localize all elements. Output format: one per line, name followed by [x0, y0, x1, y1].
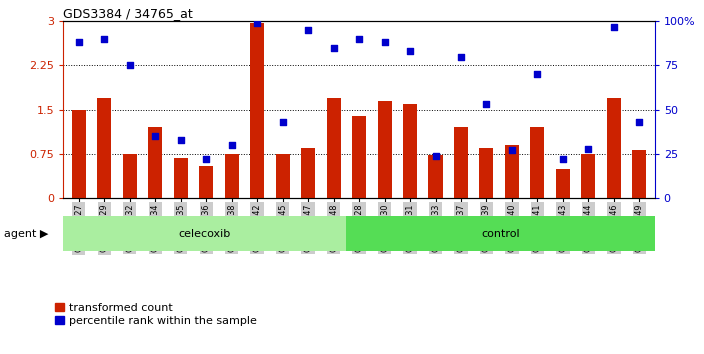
Bar: [403, 104, 417, 198]
Bar: [225, 154, 239, 198]
Bar: [199, 166, 213, 198]
Point: [124, 63, 135, 68]
Bar: [352, 116, 366, 198]
Bar: [346, 216, 655, 251]
Point: [99, 36, 110, 42]
Point: [149, 133, 161, 139]
Bar: [72, 110, 86, 198]
Point: [634, 119, 645, 125]
Point: [328, 45, 339, 51]
Point: [201, 156, 212, 162]
Bar: [327, 98, 341, 198]
Point: [379, 40, 390, 45]
Point: [481, 102, 492, 107]
Point: [303, 27, 314, 33]
Point: [506, 148, 517, 153]
Bar: [582, 154, 596, 198]
Bar: [556, 169, 570, 198]
Bar: [122, 154, 137, 198]
Point: [404, 48, 415, 54]
Point: [353, 36, 365, 42]
Bar: [479, 148, 494, 198]
Bar: [63, 216, 346, 251]
Point: [583, 146, 594, 152]
Bar: [148, 127, 162, 198]
Point: [455, 54, 467, 59]
Bar: [607, 98, 621, 198]
Point: [73, 40, 84, 45]
Bar: [250, 23, 264, 198]
Point: [532, 72, 543, 77]
Point: [175, 137, 187, 143]
Point: [226, 142, 237, 148]
Text: control: control: [481, 229, 520, 239]
Point: [251, 20, 263, 26]
Text: celecoxib: celecoxib: [179, 229, 231, 239]
Point: [558, 156, 569, 162]
Point: [608, 24, 620, 29]
Bar: [454, 127, 468, 198]
Text: GDS3384 / 34765_at: GDS3384 / 34765_at: [63, 7, 193, 20]
Point: [277, 119, 288, 125]
Bar: [301, 148, 315, 198]
Bar: [377, 101, 391, 198]
Bar: [632, 150, 646, 198]
Bar: [275, 154, 289, 198]
Point: [430, 153, 441, 159]
Bar: [97, 98, 111, 198]
Bar: [505, 145, 519, 198]
Bar: [530, 127, 544, 198]
Legend: transformed count, percentile rank within the sample: transformed count, percentile rank withi…: [55, 303, 257, 326]
Text: agent ▶: agent ▶: [4, 229, 48, 239]
Bar: [174, 158, 188, 198]
Bar: [429, 155, 443, 198]
